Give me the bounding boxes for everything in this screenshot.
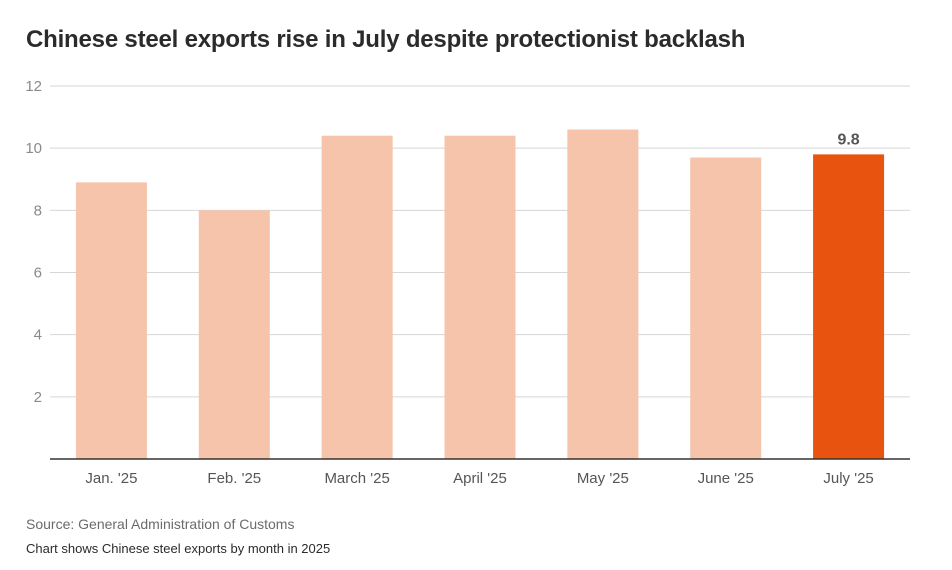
bar	[321, 135, 393, 459]
bar-chart: 9.8 2 4 6 8 10 12 Jan. '25 Feb. '25 March '25 Apr…	[25, 78, 910, 487]
x-tick-label: Jan. '25	[85, 470, 137, 487]
y-tick-label: 10	[25, 140, 42, 157]
x-tick-label: April '25	[453, 470, 507, 487]
x-tick-label: Feb. '25	[207, 470, 261, 487]
x-tick-label: May '25	[577, 470, 629, 487]
bar	[444, 135, 516, 459]
y-tick-label: 12	[25, 78, 42, 95]
y-tick-label: 4	[34, 327, 42, 344]
bar	[75, 182, 147, 459]
bar	[690, 157, 762, 459]
x-tick-label: June '25	[698, 470, 754, 487]
data-labels: 9.8	[837, 131, 859, 148]
x-tick-label: March '25	[324, 470, 389, 487]
chart-description: Chart shows Chinese steel exports by mon…	[26, 541, 331, 556]
bars	[75, 129, 885, 459]
chart-title: Chinese steel exports rise in July despi…	[26, 26, 746, 53]
y-tick-label: 6	[34, 265, 42, 282]
bar	[567, 129, 639, 459]
axes: 2 4 6 8 10 12 Jan. '25 Feb. '25 March '25 April '…	[25, 78, 910, 487]
source-note: Source: General Administration of Custom…	[26, 516, 295, 532]
data-label: 9.8	[837, 131, 859, 148]
x-tick-label: July '25	[823, 470, 873, 487]
y-tick-label: 8	[34, 202, 42, 219]
y-tick-label: 2	[34, 389, 42, 406]
bar	[198, 210, 270, 459]
bar	[813, 154, 885, 459]
